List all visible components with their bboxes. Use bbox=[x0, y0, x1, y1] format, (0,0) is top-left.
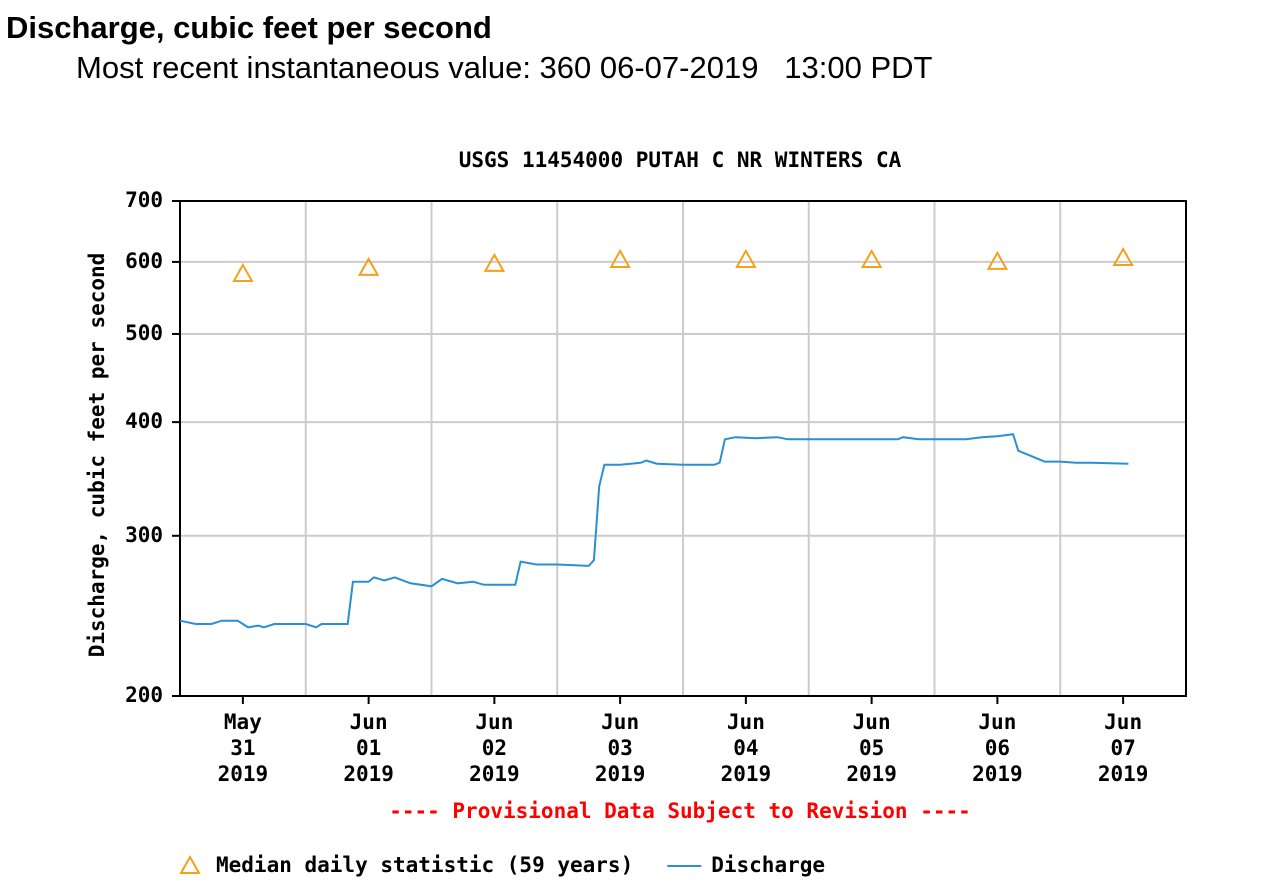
median-marker bbox=[986, 250, 1009, 270]
plot-frame bbox=[179, 200, 1187, 697]
x-tick-label: 02 bbox=[482, 736, 507, 760]
x-tick-label: 03 bbox=[607, 736, 632, 760]
x-tick-label: 2019 bbox=[846, 762, 897, 786]
median-marker bbox=[1112, 246, 1134, 266]
x-tick-label: Jun bbox=[601, 710, 639, 734]
header-title: Discharge, cubic feet per second bbox=[6, 10, 492, 45]
chart-title: USGS 11454000 PUTAH C NR WINTERS CA bbox=[459, 148, 902, 172]
discharge-line bbox=[179, 433, 1129, 629]
x-tick-label: Jun bbox=[475, 710, 513, 734]
x-tick-label: 2019 bbox=[218, 762, 269, 786]
x-tick-label: 2019 bbox=[343, 762, 394, 786]
legend-label: Discharge bbox=[711, 853, 825, 877]
x-tick-label: 2019 bbox=[595, 762, 646, 786]
y-tick-label: 700 bbox=[125, 188, 163, 212]
provisional-note: ---- Provisional Data Subject to Revisio… bbox=[389, 799, 971, 823]
y-tick-label: 400 bbox=[125, 409, 163, 433]
median-marker bbox=[483, 252, 506, 272]
x-tick-label: Jun bbox=[727, 710, 765, 734]
y-tick-label: 600 bbox=[125, 249, 163, 273]
y-tick-label: 200 bbox=[125, 683, 163, 707]
y-tick-label: 500 bbox=[125, 321, 163, 345]
median-marker bbox=[179, 854, 201, 874]
x-tick-label: May bbox=[224, 710, 262, 734]
median-marker bbox=[357, 256, 380, 276]
x-tick-label: Jun bbox=[350, 710, 388, 734]
y-axis-label: Discharge, cubic feet per second bbox=[85, 253, 109, 658]
x-tick-label: 31 bbox=[230, 736, 255, 760]
x-tick-label: Jun bbox=[853, 710, 891, 734]
x-tick-label: 2019 bbox=[972, 762, 1023, 786]
x-tick-label: Jun bbox=[978, 710, 1016, 734]
x-tick-label: 2019 bbox=[469, 762, 520, 786]
x-tick-label: 05 bbox=[859, 736, 884, 760]
x-tick-label: 2019 bbox=[721, 762, 772, 786]
legend-label: Median daily statistic (59 years) bbox=[216, 853, 633, 877]
x-tick-label: 01 bbox=[356, 736, 381, 760]
x-tick-label: Jun bbox=[1104, 710, 1142, 734]
median-marker bbox=[735, 248, 757, 268]
x-tick-label: 04 bbox=[733, 736, 758, 760]
median-marker bbox=[609, 248, 631, 268]
x-tick-label: 2019 bbox=[1098, 762, 1149, 786]
x-tick-label: 06 bbox=[985, 736, 1010, 760]
median-marker bbox=[860, 248, 883, 268]
y-tick-label: 300 bbox=[125, 523, 163, 547]
x-tick-label: 07 bbox=[1110, 736, 1135, 760]
median-marker bbox=[232, 262, 254, 282]
header-subtitle: Most recent instantaneous value: 360 06-… bbox=[76, 50, 933, 85]
